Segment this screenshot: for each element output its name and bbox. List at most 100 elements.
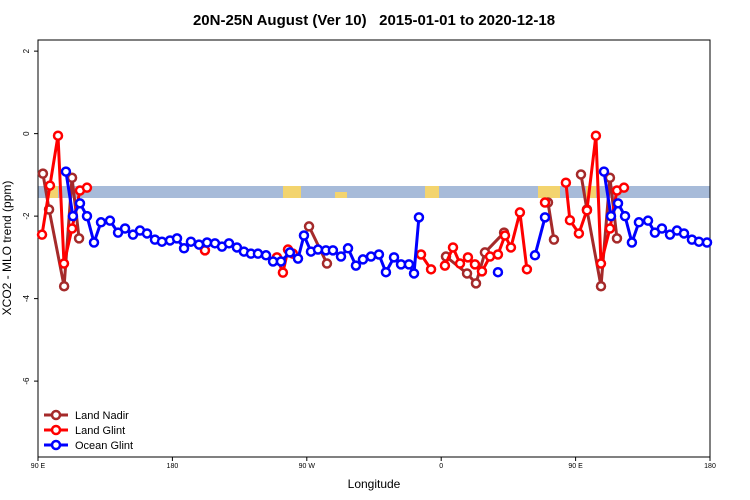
y-tick-label: -6 [22,377,31,385]
land-patch [48,186,58,198]
point [66,223,78,234]
land-patch [283,186,301,198]
point [73,233,85,244]
point [81,210,93,222]
point [678,228,690,239]
point [327,245,339,256]
point [595,258,607,269]
point [656,223,668,234]
point [590,130,602,141]
point [539,197,551,208]
legend-label: Ocean Glint [75,440,133,452]
point [581,205,593,216]
plot-frame [37,39,711,458]
point [88,237,100,248]
y-tick-label: 2 [22,48,31,53]
point [605,210,617,222]
point [492,266,504,278]
point [476,266,488,277]
land-patch [538,186,560,198]
point [260,250,272,261]
point [514,207,526,218]
point [564,214,576,226]
x-tick-label: 0 [439,463,443,470]
point [415,249,427,260]
point [425,264,437,275]
point [156,236,168,247]
point [612,198,624,209]
point [505,242,517,253]
point [462,252,474,263]
point [60,166,72,177]
legend-marker [50,409,62,421]
legend-marker [50,439,62,451]
y-tick-label: -2 [22,212,31,220]
point [321,258,333,269]
point [58,258,70,269]
point [595,280,607,292]
point [701,237,713,248]
point [439,260,451,271]
point [67,210,79,222]
y-tick-label: 0 [22,131,31,136]
point [178,243,190,254]
point [470,278,482,289]
land-patch [335,192,347,198]
point [611,233,623,244]
y-axis-label: XCO2 - MLO trend (ppm) [0,181,14,316]
y-tick-label: -4 [22,295,31,303]
legend-label: Land Nadir [75,410,129,422]
point [633,217,645,228]
point [447,242,459,253]
point [171,233,183,244]
point [193,239,205,250]
x-axis-label: Longitude [348,477,401,491]
point [74,198,86,209]
point [598,166,610,177]
point [141,228,153,239]
point [573,228,585,239]
point [357,254,369,265]
point [335,251,347,262]
point [529,250,541,261]
point [104,215,116,226]
point [252,248,264,259]
point [575,169,587,180]
legend: Land Nadir Land Glint Ocean Glint [44,409,133,452]
point [604,223,616,234]
point [492,249,504,260]
point [58,280,70,292]
point [36,229,48,240]
point [413,212,425,223]
point [52,130,64,141]
point [642,215,654,226]
point [454,258,466,269]
legend-label: Land Glint [75,425,125,437]
point [185,236,197,247]
point [350,260,362,271]
point [44,180,56,191]
point [461,268,473,279]
point [298,230,310,241]
x-tick-label: 90 E [568,463,583,470]
x-tick-label: 180 [167,463,179,470]
point [95,217,107,228]
point [119,223,131,234]
x-tick-label: 90 E [31,463,46,470]
point [81,182,93,193]
x-tick-label: 180 [704,463,716,470]
point [342,243,354,254]
point [548,234,560,245]
land-patch [586,186,596,198]
x-tick-label: 90 W [299,463,316,470]
point [403,259,415,270]
legend-marker [50,424,62,436]
point [303,221,315,232]
chart-title: 20N-25N August (Ver 10) 2015-01-01 to 20… [193,12,555,29]
point [223,238,235,249]
point [499,230,511,241]
point [277,267,289,278]
point [618,182,630,193]
point [619,210,631,222]
